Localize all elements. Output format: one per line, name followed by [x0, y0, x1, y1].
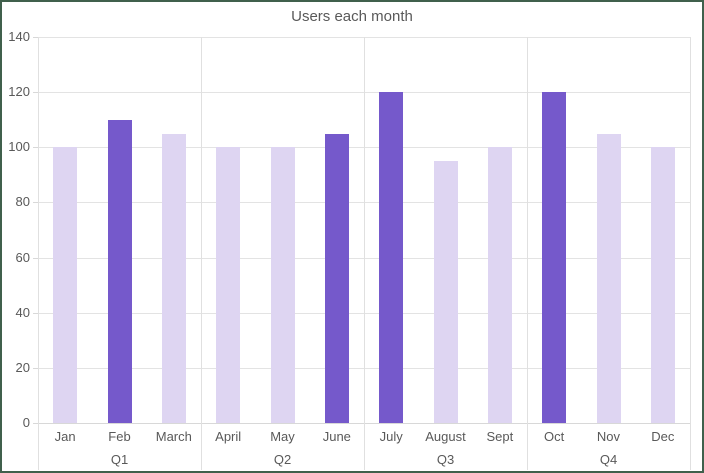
x-tick-label: Oct	[544, 429, 565, 444]
y-axis-tick	[33, 257, 38, 259]
x-tick-label: Dec	[651, 429, 675, 444]
bar-nov	[596, 133, 621, 423]
chart-title: Users each month	[291, 8, 413, 25]
quarter-separator	[201, 37, 202, 470]
bar-august	[433, 161, 458, 423]
y-axis-tick	[33, 202, 38, 204]
x-tick-label: Nov	[596, 429, 621, 444]
plot-right-border	[690, 37, 691, 470]
bar-july	[379, 92, 404, 423]
bar-june	[324, 133, 349, 423]
y-axis-tick	[33, 367, 38, 369]
y-axis-tick	[33, 423, 38, 424]
y-tick-label: 60	[15, 249, 30, 265]
x-tick-label: April	[215, 429, 242, 444]
bar-sept	[487, 147, 512, 423]
bar-march	[161, 133, 186, 423]
bar-jan	[53, 147, 78, 423]
y-tick-label: 80	[15, 194, 30, 210]
y-tick-label: 40	[15, 304, 30, 320]
quarter-label: Q4	[599, 452, 618, 467]
y-axis-tick	[33, 312, 38, 314]
y-axis-tick	[33, 37, 38, 38]
quarter-label: Q1	[110, 452, 129, 467]
quarter-label: Q2	[273, 452, 292, 467]
bar-april	[216, 147, 241, 423]
y-axis-line	[38, 37, 39, 470]
y-tick-label: 120	[8, 84, 30, 100]
quarter-separator	[527, 37, 528, 470]
x-tick-label: Jan	[54, 429, 76, 444]
bar-dec	[650, 147, 675, 423]
bar-feb	[107, 119, 132, 423]
x-tick-label: March	[155, 429, 192, 444]
x-tick-label: Feb	[108, 429, 131, 444]
y-axis-tick	[33, 147, 38, 149]
bar-oct	[542, 92, 567, 423]
x-tick-label: June	[322, 429, 351, 444]
x-tick-label: Sept	[486, 429, 514, 444]
quarter-label: Q3	[436, 452, 455, 467]
y-tick-label: 100	[8, 139, 30, 155]
y-tick-label: 140	[8, 29, 30, 44]
bar-may	[270, 147, 295, 423]
x-tick-label: August	[425, 429, 466, 444]
y-tick-label: 0	[22, 415, 30, 430]
y-axis-tick	[33, 92, 38, 94]
x-tick-label: May	[270, 429, 295, 444]
y-tick-label: 20	[15, 359, 30, 375]
quarter-separator	[364, 37, 365, 470]
x-tick-label: July	[379, 429, 403, 444]
